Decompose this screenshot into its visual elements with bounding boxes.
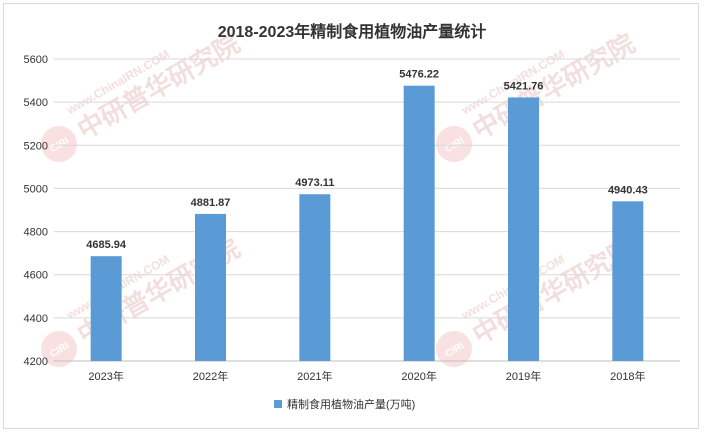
y-tick-label: 4800 bbox=[24, 227, 48, 239]
y-axis-ticks: 4200 4400 4600 4800 5000 5200 5400 5600 bbox=[24, 54, 48, 368]
chart-title: 2018-2023年精制食用植物油产量统计 bbox=[218, 22, 487, 41]
x-tick-label: 2018年 bbox=[610, 369, 645, 383]
legend: 精制食用植物油产量(万吨) bbox=[274, 397, 415, 411]
watermark-badge-icon bbox=[436, 331, 472, 367]
x-tick-label: 2019年 bbox=[506, 369, 541, 383]
data-label: 5476.22 bbox=[399, 69, 439, 81]
data-label: 4973.11 bbox=[295, 177, 334, 189]
bar-chart: CIRI中研普华研究院www.ChinaIRN.COMCIRI中研普华研究院ww… bbox=[24, 22, 680, 411]
data-label: 4881.87 bbox=[191, 197, 231, 209]
watermark-badge-icon bbox=[41, 331, 77, 367]
x-axis-ticks: 2023年 2022年 2021年 2020年 2019年 2018年 bbox=[88, 369, 645, 383]
bar bbox=[299, 194, 331, 361]
bar-series bbox=[90, 85, 644, 361]
y-tick-label: 4400 bbox=[24, 313, 48, 325]
chart-frame: CIRI 中研普华研究院 www.ChinaIRN.COM CIRI 中研普华研究院 ww… bbox=[3, 3, 699, 429]
data-label: 5421.76 bbox=[504, 80, 544, 92]
bar bbox=[90, 256, 122, 361]
bar bbox=[508, 97, 539, 361]
y-tick-label: 4600 bbox=[24, 270, 48, 282]
bar bbox=[403, 85, 435, 361]
watermark-badge-icon bbox=[41, 126, 77, 162]
y-tick-label: 5000 bbox=[24, 183, 48, 195]
data-label: 4940.43 bbox=[608, 184, 648, 196]
watermark-badge-icon bbox=[436, 126, 472, 162]
y-tick-label: 5200 bbox=[24, 140, 48, 152]
x-tick-label: 2023年 bbox=[88, 369, 123, 383]
gridlines bbox=[54, 58, 680, 362]
y-tick-label: 5600 bbox=[24, 54, 48, 66]
x-tick-label: 2022年 bbox=[193, 369, 228, 383]
legend-label: 精制食用植物油产量(万吨) bbox=[287, 397, 415, 411]
data-label: 4685.94 bbox=[86, 239, 127, 251]
data-labels: 4685.94 4881.87 4973.11 5476.22 5421.76 4940.… bbox=[86, 69, 647, 251]
x-tick-label: 2021年 bbox=[297, 369, 332, 383]
legend-swatch bbox=[274, 400, 282, 408]
x-tick-label: 2020年 bbox=[401, 369, 436, 383]
bar bbox=[612, 201, 644, 361]
y-tick-label: 5400 bbox=[24, 97, 48, 109]
bar bbox=[195, 213, 226, 361]
y-tick-label: 4200 bbox=[24, 356, 48, 368]
